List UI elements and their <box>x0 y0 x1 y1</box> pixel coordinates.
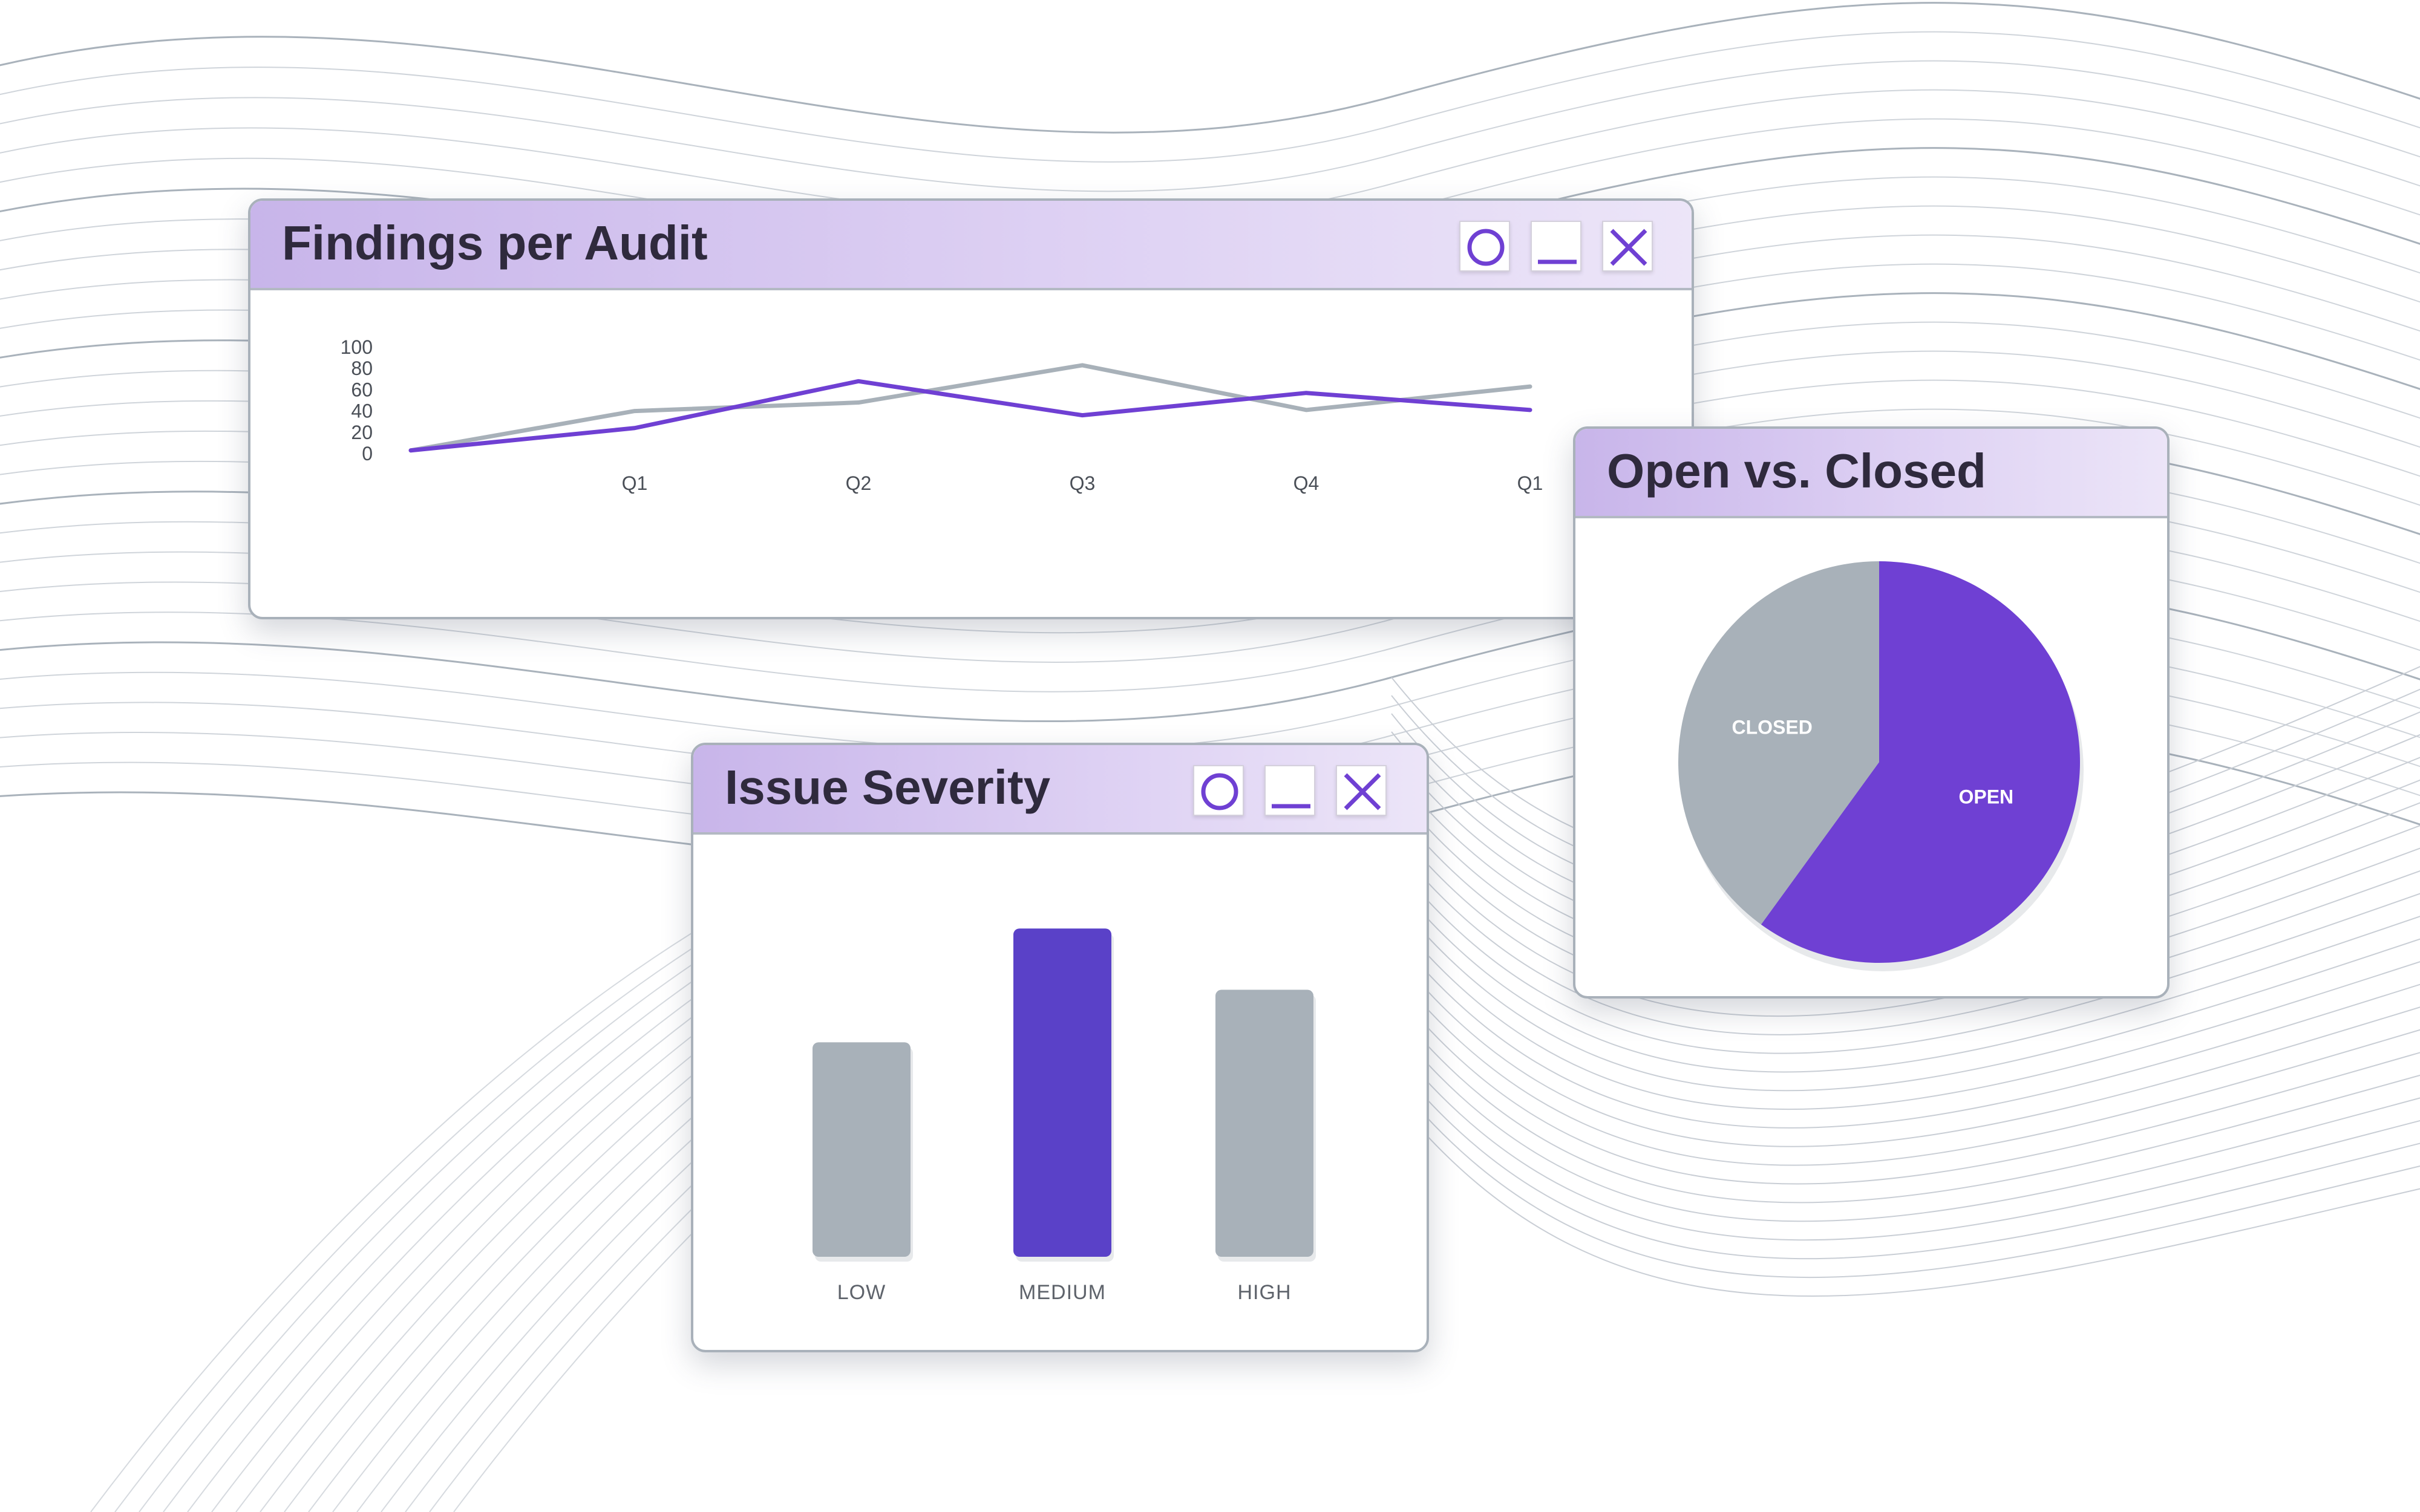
wave-line <box>1391 967 2420 1166</box>
bar-low <box>813 1042 911 1257</box>
y-tick-label: 100 <box>341 336 373 358</box>
wave-line <box>1391 876 2420 1073</box>
data-point <box>633 426 636 430</box>
pie-slice-open <box>1761 561 2080 963</box>
wave-line <box>1391 1022 2420 1222</box>
data-point <box>857 379 860 383</box>
data-point <box>857 400 860 405</box>
series-line-purple <box>408 379 1532 453</box>
window-title: Open vs. Closed <box>1607 444 1986 498</box>
minimize-icon <box>1538 259 1577 264</box>
bar-medium <box>1013 928 1111 1257</box>
restore-button[interactable] <box>1459 221 1510 272</box>
wave-line <box>1391 985 2420 1185</box>
data-point <box>1528 408 1532 412</box>
y-tick-label: 80 <box>351 357 373 379</box>
wave-line <box>0 2 2420 134</box>
data-point <box>1081 413 1084 417</box>
close-icon <box>1610 229 1647 266</box>
pie-slice-label: CLOSED <box>1732 717 1813 738</box>
window-title: Issue Severity <box>725 760 1051 814</box>
minimize-button[interactable] <box>1531 221 1581 272</box>
wave-line <box>0 31 2420 163</box>
data-point <box>1528 385 1532 389</box>
y-tick-label: 40 <box>351 400 373 422</box>
y-tick-label: 0 <box>362 443 373 464</box>
wave-line <box>1391 1058 2420 1260</box>
x-tick-label: Q2 <box>846 472 872 494</box>
wave-line <box>1391 949 2420 1147</box>
minimize-button[interactable] <box>1264 765 1315 816</box>
pie-slice-closed <box>1678 561 1879 925</box>
y-tick-label: 20 <box>351 422 373 443</box>
open-vs-closed-window: Open vs. Closed OPEN CLOSED <box>1573 426 2170 999</box>
bar-category-label: MEDIUM <box>1019 1281 1106 1304</box>
wave-line <box>114 894 781 1512</box>
y-tick-label: 60 <box>351 379 373 400</box>
x-tick-label: Q3 <box>1070 472 1096 494</box>
circle-icon <box>1201 773 1238 810</box>
wave-line <box>1391 840 2420 1035</box>
open-closed-pie-chart: OPEN CLOSED <box>1678 561 2084 971</box>
data-point <box>1304 408 1308 412</box>
wave-line <box>1391 1076 2420 1278</box>
bar-category-label: LOW <box>837 1281 886 1304</box>
x-tick-label: Q1 <box>622 472 648 494</box>
issue-severity-window: Issue Severity LOW MEDIUM HIGH <box>691 743 1429 1352</box>
bar-category-label: HIGH <box>1238 1281 1292 1304</box>
data-point <box>1081 363 1084 367</box>
circle-icon <box>1467 229 1505 266</box>
close-icon <box>1344 773 1381 810</box>
wave-line <box>1391 822 2420 1017</box>
wave-line <box>0 60 2420 192</box>
wave-line <box>90 894 757 1512</box>
window-title: Findings per Audit <box>282 216 708 270</box>
issue-severity-bar-chart: LOW MEDIUM HIGH <box>813 928 1316 1304</box>
wave-line <box>1391 1003 2420 1204</box>
data-point <box>409 448 413 452</box>
wave-line <box>1391 913 2420 1110</box>
wave-line <box>1391 894 2420 1092</box>
close-button[interactable] <box>1602 221 1653 272</box>
minimize-icon <box>1272 804 1310 809</box>
data-point <box>633 409 636 413</box>
restore-button[interactable] <box>1193 765 1244 816</box>
x-tick-label: Q1 <box>1517 472 1543 494</box>
wave-line <box>1391 1040 2420 1241</box>
bar-high <box>1215 989 1313 1257</box>
findings-titlebar: Findings per Audit <box>250 201 1692 290</box>
pie-titlebar: Open vs. Closed <box>1575 429 2167 518</box>
wave-line <box>1391 858 2420 1054</box>
wave-line <box>1391 931 2420 1129</box>
wave-line <box>1391 1094 2420 1297</box>
data-point <box>1304 391 1308 395</box>
severity-titlebar: Issue Severity <box>693 745 1427 835</box>
pie-slice-label: OPEN <box>1958 786 2013 807</box>
close-button[interactable] <box>1336 765 1387 816</box>
x-tick-label: Q4 <box>1293 472 1320 494</box>
series-line-gray <box>408 363 1532 453</box>
findings-per-audit-window: Findings per Audit 0 20 40 60 80 100 Q1 Q2 Q3 Q4 Q… <box>248 198 1694 619</box>
